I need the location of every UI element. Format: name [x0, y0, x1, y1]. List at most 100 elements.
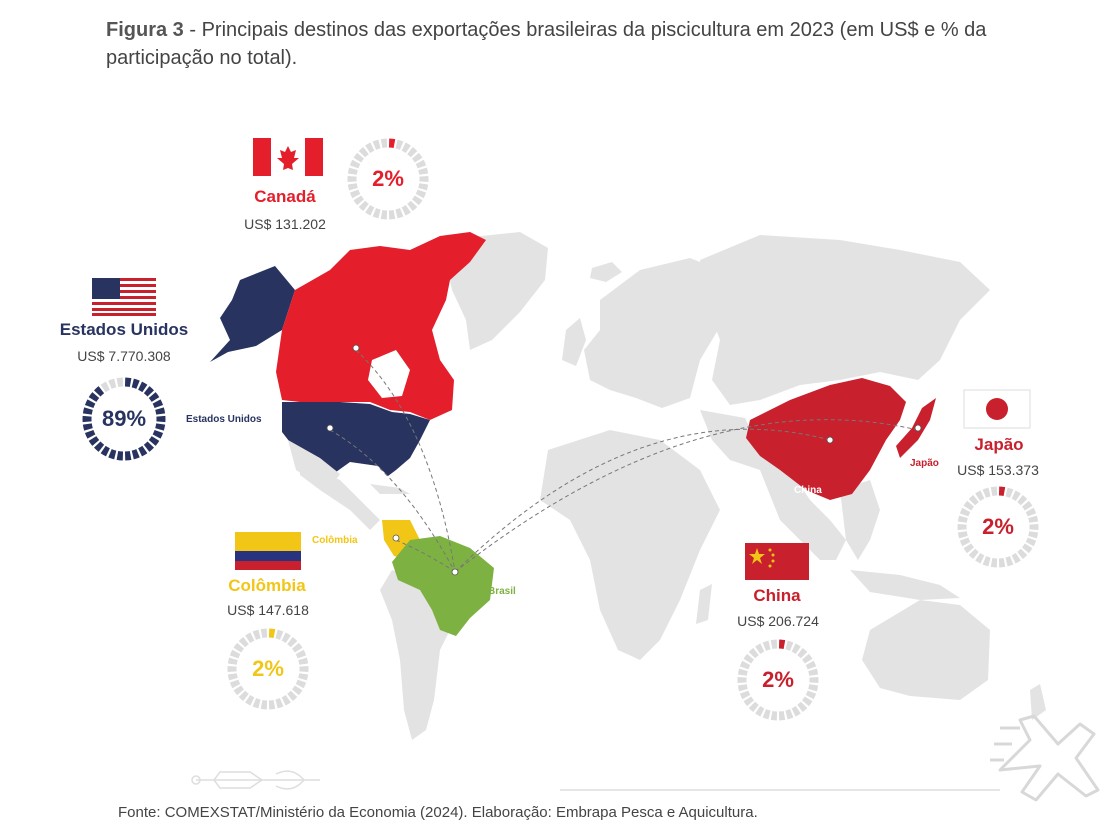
map-label-china: China — [794, 485, 822, 496]
canada-ring-segment — [358, 146, 369, 158]
iceland-shape — [590, 262, 622, 282]
china-ring-segment — [808, 684, 819, 692]
map-label-colombia: Colômbia — [312, 535, 358, 546]
japao-ring-segment — [998, 486, 1006, 497]
usa-ring-segment — [82, 423, 93, 431]
colombia-ring-segment — [252, 698, 261, 709]
figure-caption: - Principais destinos das exportações br… — [106, 19, 987, 69]
china-ring-segment — [797, 701, 808, 713]
canada-ring-segment — [388, 209, 396, 220]
china-ring-segment — [743, 696, 754, 707]
source-note: Fonte: COMEXSTAT/Ministério da Economia … — [118, 804, 758, 821]
usa-ring-segment — [155, 407, 166, 415]
mexico-shape — [288, 440, 340, 488]
south-asia-shape — [700, 410, 846, 560]
colombia-ring-segment — [292, 685, 303, 696]
usa-ring-segment — [138, 381, 148, 393]
china-ring-segment — [737, 684, 748, 692]
colombia-ring-segment — [238, 690, 249, 702]
colombia-ring-segment — [260, 628, 268, 639]
canada-share: 2% — [372, 166, 404, 191]
china-ring-segment — [762, 640, 771, 651]
china-ring-segment — [805, 690, 817, 700]
canada-ring-segment — [401, 205, 411, 216]
china-ring-segment — [797, 647, 808, 659]
colombia-ring-segment — [252, 629, 261, 640]
usa-share-ring — [82, 377, 166, 461]
usa-ring-segment — [131, 378, 140, 389]
colombia-ring-segment — [298, 673, 309, 681]
usa-share: 89% — [101, 406, 147, 431]
colombia-ring-segment — [275, 698, 284, 709]
colombia-ring-segment — [227, 673, 238, 681]
usa-value: US$ 7.770.308 — [77, 348, 171, 364]
route-japan-brasil — [454, 419, 919, 573]
colombia-ring-segment — [227, 657, 238, 665]
colombia-ring-segment — [275, 629, 284, 640]
china-ring-segment — [743, 653, 754, 664]
indonesia-shape — [850, 570, 960, 600]
japao-ring-segment — [959, 507, 971, 517]
colombia-ring-segment — [229, 679, 241, 689]
china-ring-segment — [748, 701, 759, 713]
canada-ring-segment — [347, 183, 358, 191]
china-ring-segment — [809, 676, 819, 684]
japao-ring-segment — [1011, 490, 1021, 501]
canada-ring-segment — [388, 138, 396, 149]
china-ring-segment — [755, 643, 765, 654]
usa-ring-segment — [116, 377, 124, 388]
map-pin-icon — [326, 344, 922, 576]
japao-ring-segment — [1028, 515, 1039, 523]
japao-ring-segment — [957, 523, 967, 531]
usa-ring-segment — [143, 441, 154, 452]
uk-shape — [562, 318, 586, 366]
japao-ring-segment — [1011, 553, 1021, 564]
canada-ring-segment — [347, 175, 357, 183]
china-shape — [746, 378, 906, 500]
route-usa-brasil — [329, 429, 456, 573]
usa-ring-segment — [82, 415, 92, 423]
china-ring-segment — [770, 639, 778, 650]
colombia-flag — [235, 532, 301, 570]
madagascar-shape — [696, 584, 712, 624]
canada-ring-segment — [407, 146, 418, 158]
colombia-ring-segment — [281, 632, 291, 643]
canada-value: US$ 131.202 — [244, 216, 326, 232]
japao-ring-segment — [1022, 543, 1033, 554]
japan-value: US$ 153.373 — [957, 462, 1039, 478]
china-value: US$ 206.724 — [737, 613, 819, 629]
japao-ring-segment — [1022, 500, 1033, 511]
japao-ring-segment — [998, 557, 1006, 568]
usa-ring-segment — [108, 378, 117, 389]
usa-ring-segment — [84, 399, 96, 409]
usa-ring-segment — [152, 429, 164, 439]
fish-icon — [191, 770, 1000, 791]
japao-ring-segment — [957, 515, 968, 523]
usa-ring-segment — [94, 386, 105, 397]
usa-ring-segment — [155, 423, 166, 431]
canada-ring-segment — [412, 195, 423, 206]
china-share: 2% — [762, 667, 794, 692]
canada-ring-segment — [418, 183, 429, 191]
japao-ring-segment — [1029, 523, 1039, 531]
route-colombia-brasil — [395, 539, 456, 573]
canada-ring-segment — [415, 159, 427, 169]
usa-ring-segment — [156, 415, 166, 423]
japao-ring-segment — [1017, 548, 1028, 560]
japao-ring-segment — [1017, 494, 1028, 506]
china-flag — [745, 543, 809, 580]
china-ring-segment — [739, 690, 751, 700]
canada-ring-segment — [372, 139, 381, 150]
japao-ring-segment — [1025, 537, 1037, 547]
colombia-ring-segment — [268, 699, 276, 710]
japao-ring-segment — [963, 500, 974, 511]
europe-shape — [584, 258, 735, 408]
japao-ring-segment — [968, 548, 979, 560]
map-label-japan: Japão — [910, 458, 939, 469]
china-ring-segment — [755, 706, 765, 717]
japao-ring-segment — [982, 556, 991, 567]
china-ring-segment — [791, 706, 801, 717]
japao-ring-segment — [1005, 487, 1014, 498]
japan-flag — [963, 389, 1031, 429]
